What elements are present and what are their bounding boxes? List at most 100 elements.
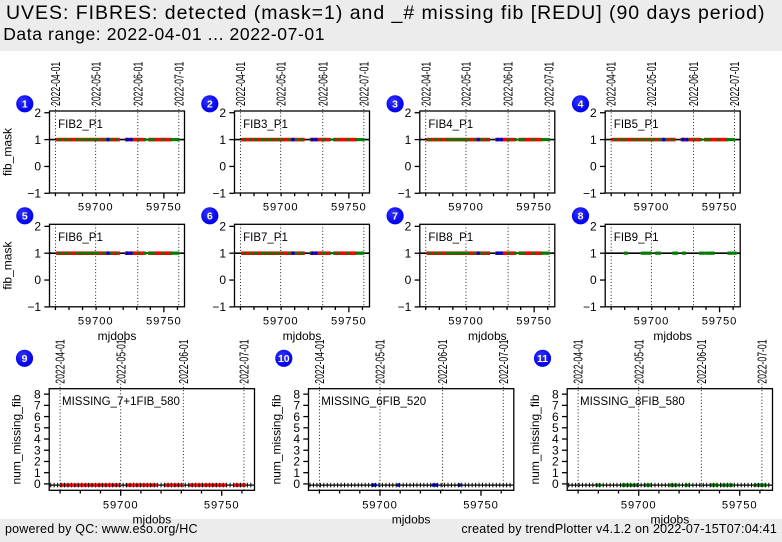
svg-text:4: 4 <box>578 99 584 111</box>
svg-text:3: 3 <box>293 443 300 457</box>
svg-text:−1: −1 <box>583 187 597 201</box>
svg-text:FIB2_P1: FIB2_P1 <box>58 119 103 131</box>
svg-text:59700: 59700 <box>634 316 670 328</box>
svg-text:2: 2 <box>219 220 226 234</box>
svg-text:59700: 59700 <box>362 499 398 511</box>
svg-text:2: 2 <box>207 99 213 111</box>
svg-text:5: 5 <box>552 421 559 435</box>
svg-text:2022-04-01: 2022-04-01 <box>419 62 433 106</box>
svg-text:0: 0 <box>293 477 300 491</box>
svg-text:2022-07-01: 2022-07-01 <box>543 62 557 106</box>
svg-text:8: 8 <box>552 387 559 401</box>
svg-text:11: 11 <box>537 353 548 365</box>
svg-text:0: 0 <box>219 273 226 287</box>
svg-text:1: 1 <box>405 246 412 260</box>
svg-text:−1: −1 <box>398 300 412 314</box>
svg-text:2022-07-01: 2022-07-01 <box>756 339 770 383</box>
svg-text:7: 7 <box>293 399 300 413</box>
svg-text:59700: 59700 <box>263 202 299 214</box>
svg-text:59750: 59750 <box>146 316 182 328</box>
svg-text:FIB5_P1: FIB5_P1 <box>614 119 659 131</box>
svg-text:5: 5 <box>22 211 28 223</box>
svg-text:8: 8 <box>293 387 300 401</box>
svg-text:0: 0 <box>219 160 226 174</box>
svg-text:created by trendPlotter v4.1.2: created by trendPlotter v4.1.2 on 2022-0… <box>461 522 777 536</box>
svg-text:FIB4_P1: FIB4_P1 <box>428 119 473 131</box>
svg-text:59700: 59700 <box>448 202 484 214</box>
svg-text:mjdobs: mjdobs <box>651 513 690 527</box>
svg-text:0: 0 <box>552 477 559 491</box>
svg-text:FIB9_P1: FIB9_P1 <box>614 232 659 244</box>
svg-text:1: 1 <box>34 133 41 147</box>
svg-text:7: 7 <box>34 399 41 413</box>
svg-text:FIB3_P1: FIB3_P1 <box>243 119 288 131</box>
svg-text:6: 6 <box>34 410 41 424</box>
svg-text:1: 1 <box>552 466 559 480</box>
svg-text:MISSING_6FIB_520: MISSING_6FIB_520 <box>321 396 426 408</box>
svg-text:2022-06-01: 2022-06-01 <box>695 339 709 383</box>
svg-text:2022-07-01: 2022-07-01 <box>728 62 742 106</box>
svg-text:3: 3 <box>552 443 559 457</box>
svg-text:mjdobs: mjdobs <box>283 329 322 343</box>
svg-text:mjdobs: mjdobs <box>392 513 431 527</box>
svg-text:59700: 59700 <box>621 499 657 511</box>
svg-text:3: 3 <box>34 443 41 457</box>
svg-text:2022-07-01: 2022-07-01 <box>497 339 511 383</box>
svg-text:2022-04-01: 2022-04-01 <box>49 62 63 106</box>
svg-text:5: 5 <box>293 421 300 435</box>
svg-text:4: 4 <box>552 432 559 446</box>
svg-text:3: 3 <box>392 99 398 111</box>
svg-text:5: 5 <box>34 421 41 435</box>
svg-text:fib_mask: fib_mask <box>1 241 15 290</box>
svg-text:−1: −1 <box>398 187 412 201</box>
svg-text:1: 1 <box>219 246 226 260</box>
svg-text:8: 8 <box>34 387 41 401</box>
svg-text:1: 1 <box>405 133 412 147</box>
svg-text:2: 2 <box>552 455 559 469</box>
svg-text:6: 6 <box>552 410 559 424</box>
svg-text:1: 1 <box>590 133 597 147</box>
svg-text:FIB7_P1: FIB7_P1 <box>243 232 288 244</box>
svg-text:2022-06-01: 2022-06-01 <box>177 339 191 383</box>
svg-text:4: 4 <box>293 432 300 446</box>
svg-text:2022-07-01: 2022-07-01 <box>172 62 186 106</box>
svg-text:1: 1 <box>34 466 41 480</box>
svg-text:FIB8_P1: FIB8_P1 <box>428 232 473 244</box>
svg-text:7: 7 <box>552 399 559 413</box>
svg-text:2022-05-01: 2022-05-01 <box>114 339 128 383</box>
svg-text:2: 2 <box>34 220 41 234</box>
svg-text:2: 2 <box>590 106 597 120</box>
svg-text:59750: 59750 <box>204 499 240 511</box>
svg-text:59750: 59750 <box>516 202 552 214</box>
svg-text:−1: −1 <box>212 187 226 201</box>
svg-text:−1: −1 <box>27 187 41 201</box>
svg-text:2022-05-01: 2022-05-01 <box>374 339 388 383</box>
svg-text:num_missing_fib: num_missing_fib <box>269 394 283 484</box>
svg-text:0: 0 <box>34 160 41 174</box>
svg-text:2022-04-01: 2022-04-01 <box>605 62 619 106</box>
svg-text:0: 0 <box>34 273 41 287</box>
svg-text:59700: 59700 <box>78 316 114 328</box>
svg-text:−1: −1 <box>212 300 226 314</box>
svg-text:4: 4 <box>34 432 41 446</box>
svg-text:mjdobs: mjdobs <box>468 329 507 343</box>
svg-text:0: 0 <box>405 160 412 174</box>
svg-text:1: 1 <box>590 246 597 260</box>
svg-text:2022-05-01: 2022-05-01 <box>632 339 646 383</box>
svg-text:59700: 59700 <box>448 316 484 328</box>
svg-text:num_missing_fib: num_missing_fib <box>528 394 542 484</box>
svg-text:1: 1 <box>22 99 28 111</box>
svg-text:mjdobs: mjdobs <box>133 513 172 527</box>
svg-text:2022-05-01: 2022-05-01 <box>645 62 659 106</box>
svg-text:2022-07-01: 2022-07-01 <box>238 339 252 383</box>
svg-text:0: 0 <box>405 273 412 287</box>
svg-text:−1: −1 <box>583 300 597 314</box>
svg-text:59750: 59750 <box>331 316 367 328</box>
svg-text:2022-06-01: 2022-06-01 <box>436 339 450 383</box>
svg-text:6: 6 <box>207 211 213 223</box>
svg-text:2022-05-01: 2022-05-01 <box>274 62 288 106</box>
svg-text:7: 7 <box>392 211 398 223</box>
svg-text:1: 1 <box>34 246 41 260</box>
svg-text:59750: 59750 <box>702 202 738 214</box>
svg-text:8: 8 <box>578 211 584 223</box>
